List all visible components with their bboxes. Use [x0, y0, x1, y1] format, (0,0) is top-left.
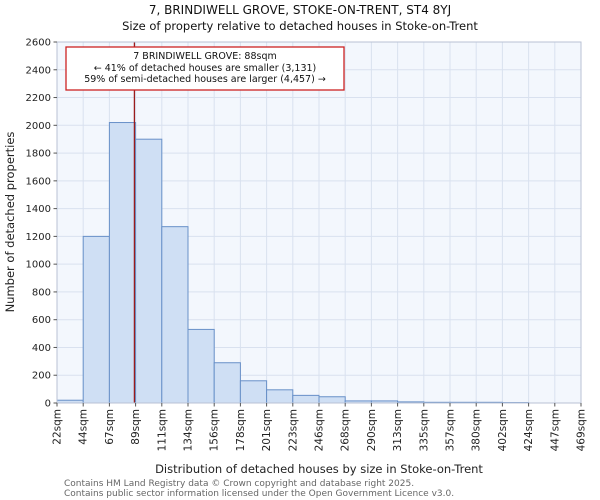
footer-line-1: Contains HM Land Registry data © Crown c…: [64, 479, 414, 489]
histogram-bar: [213, 362, 241, 404]
x-tick-label: 22sqm: [52, 409, 64, 445]
x-tick-label: 357sqm: [445, 409, 457, 451]
x-tick-label: 469sqm: [576, 409, 588, 451]
histogram-bar: [318, 396, 346, 404]
histogram-bar: [108, 122, 137, 404]
y-tick-label: 200: [32, 371, 51, 382]
x-tick-label: 335sqm: [418, 409, 430, 451]
footer-line-2: Contains public sector information licen…: [64, 489, 454, 499]
y-tick-label: 2000: [26, 121, 51, 132]
histogram-bar: [266, 389, 294, 404]
x-axis-title: Distribution of detached houses by size …: [155, 462, 483, 476]
x-tick-label: 402sqm: [497, 409, 509, 451]
y-tick-label: 2600: [26, 38, 51, 49]
x-tick-label: 201sqm: [261, 409, 273, 451]
y-tick-label: 600: [32, 315, 51, 326]
x-tick-label: 246sqm: [314, 409, 326, 451]
histogram-bar: [239, 380, 268, 404]
y-tick-label: 0: [45, 399, 51, 410]
x-tick-label: 134sqm: [183, 409, 195, 451]
y-tick-label: 400: [32, 343, 51, 354]
x-tick-label: 447sqm: [549, 409, 561, 451]
y-tick-label: 2200: [26, 93, 51, 104]
x-tick-label: 313sqm: [392, 409, 404, 451]
y-tick-label: 2400: [26, 65, 51, 76]
x-tick-label: 111sqm: [156, 409, 168, 451]
x-tick-label: 424sqm: [523, 409, 535, 451]
x-tick-label: 178sqm: [235, 409, 247, 451]
chart-title: 7, BRINDIWELL GROVE, STOKE-ON-TRENT, ST4…: [149, 3, 451, 17]
x-tick-label: 67sqm: [104, 409, 116, 445]
y-tick-label: 1000: [26, 260, 51, 271]
y-tick-label: 800: [32, 287, 51, 298]
x-tick-label: 223sqm: [287, 409, 299, 451]
x-tick-label: 156sqm: [209, 409, 221, 451]
y-tick-label: 1600: [26, 176, 51, 187]
y-tick-label: 1200: [26, 232, 51, 243]
annotation-box: [65, 46, 345, 91]
histogram-bar: [82, 235, 110, 404]
x-tick-label: 44sqm: [78, 409, 90, 445]
annotation-line-3: 59% of semi-detached houses are larger (…: [84, 74, 326, 85]
plot-area: 0 200 400 600 800 1000 1200 1400 1600 1800 2000 220…: [26, 38, 588, 452]
x-tick-label: 268sqm: [340, 409, 352, 451]
annotation-callout: 7 BRINDIWELL GROVE: 88sqm ← 41% of detac…: [65, 46, 345, 91]
histogram-bar: [187, 328, 215, 404]
annotation-line-2: ← 41% of detached houses are smaller (3,…: [94, 63, 317, 74]
histogram-bar: [161, 226, 189, 404]
y-axis-title: Number of detached properties: [3, 132, 17, 313]
histogram-bar: [135, 138, 163, 404]
histogram-bar: [292, 394, 320, 404]
y-tick-label: 1800: [26, 149, 51, 160]
x-tick-label: 89sqm: [130, 409, 142, 445]
y-tick-label: 1400: [26, 204, 51, 215]
annotation-line-1: 7 BRINDIWELL GROVE: 88sqm: [133, 51, 277, 62]
x-tick-label: 290sqm: [366, 409, 378, 451]
x-tick-label: 380sqm: [471, 409, 483, 451]
chart-subtitle: Size of property relative to detached ho…: [122, 19, 478, 33]
